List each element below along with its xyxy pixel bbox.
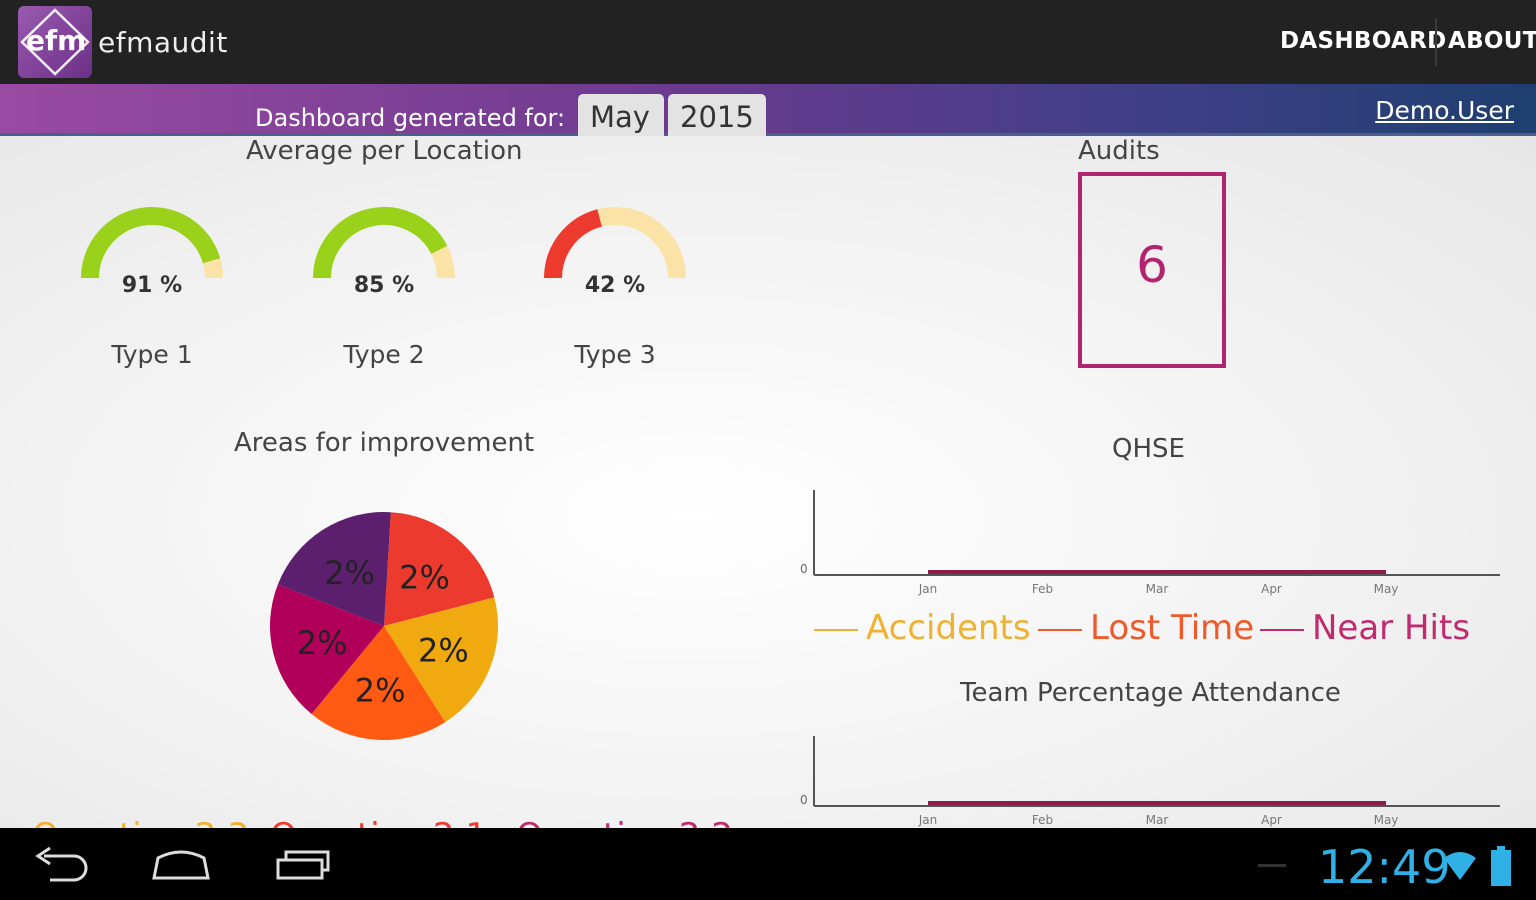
legend-accidents-label: Accidents bbox=[866, 608, 1031, 648]
attendance-x-tick-apr: Apr bbox=[1261, 813, 1282, 827]
gauge-type-3-fill bbox=[544, 209, 603, 279]
gauge-type-2-label: Type 2 bbox=[343, 340, 425, 369]
logo-diamond-icon bbox=[20, 8, 90, 76]
system-clock: 12:49 bbox=[1318, 840, 1451, 894]
gauge-type-2-value: 85 % bbox=[353, 273, 415, 298]
legend-lost-time: Lost Time bbox=[1038, 608, 1254, 648]
nav-dashboard[interactable]: DASHBOARD bbox=[1280, 28, 1447, 54]
improvement-legend-item-3: Question 2.2 bbox=[516, 816, 733, 828]
pie-slice-3 bbox=[311, 626, 446, 740]
pie-slice-1 bbox=[384, 512, 495, 626]
year-selector[interactable]: 2015 bbox=[668, 94, 766, 136]
gauge-type-2-fill bbox=[313, 207, 448, 279]
legend-near-hits-line bbox=[1260, 628, 1304, 631]
pie-slice-2-label: 2% bbox=[418, 631, 469, 669]
attendance-x-tick-feb: Feb bbox=[1032, 813, 1053, 827]
audits-count-box: 6 bbox=[1078, 172, 1226, 368]
gauge-type-1-fill bbox=[81, 207, 221, 279]
qhse-x-tick-mar: Mar bbox=[1146, 582, 1169, 596]
legend-accidents-line bbox=[814, 628, 858, 631]
qhse-x-tick-jan: Jan bbox=[918, 582, 938, 596]
home-icon[interactable] bbox=[150, 846, 212, 882]
gauge-type-1-label: Type 1 bbox=[111, 340, 193, 369]
improvement-legend-item-2: Question 2.1 bbox=[270, 816, 487, 828]
attendance-x-tick-jan: Jan bbox=[918, 813, 938, 827]
audits-count: 6 bbox=[1136, 236, 1168, 294]
notification-dash bbox=[1258, 864, 1286, 867]
gauge-type-3 bbox=[544, 207, 686, 279]
pie-slice-5 bbox=[277, 512, 391, 626]
logo-text: efm bbox=[26, 24, 87, 57]
gauge-type-2-track bbox=[431, 245, 455, 279]
nav-about[interactable]: ABOUT bbox=[1448, 28, 1536, 54]
qhse-line-chart: 0 Jan Feb Mar Apr May bbox=[800, 490, 1500, 596]
pie-slice-4-label: 2% bbox=[297, 624, 348, 662]
gauge-type-3-label: Type 3 bbox=[574, 340, 656, 369]
audits-title: Audits bbox=[1078, 136, 1160, 166]
pie-slice-1-label: 2% bbox=[399, 559, 450, 597]
average-title: Average per Location bbox=[246, 136, 523, 166]
qhse-x-tick-apr: Apr bbox=[1261, 582, 1282, 596]
user-link[interactable]: Demo.User bbox=[1375, 96, 1514, 125]
gauge-type-1-track bbox=[202, 258, 223, 279]
gauge-type-2 bbox=[313, 207, 455, 279]
action-bar: efm efmaudit DASHBOARD ABOUT bbox=[0, 0, 1536, 84]
qhse-y-tick: 0 bbox=[800, 562, 808, 576]
recent-apps-icon[interactable] bbox=[274, 846, 336, 882]
pie-slice-2 bbox=[384, 597, 498, 723]
banner-label: Dashboard generated for: bbox=[255, 104, 566, 132]
attendance-y-tick: 0 bbox=[800, 793, 808, 807]
app-logo[interactable]: efm bbox=[18, 6, 92, 78]
system-nav-bar: 12:49 bbox=[0, 828, 1536, 900]
improvement-title: Areas for improvement bbox=[234, 428, 535, 458]
pie-slice-3-label: 2% bbox=[355, 672, 406, 710]
dashboard-content: Average per Location 91 % Type 1 85 % Ty… bbox=[0, 136, 1536, 828]
pie-slice-4 bbox=[270, 584, 384, 715]
back-icon[interactable] bbox=[30, 846, 92, 882]
app-name: efmaudit bbox=[98, 26, 228, 59]
qhse-x-tick-may: May bbox=[1374, 582, 1399, 596]
qhse-title: QHSE bbox=[1112, 434, 1185, 464]
pie-slice-5-label: 2% bbox=[324, 554, 375, 592]
improvement-legend-item-1: Question 2.3 bbox=[32, 816, 249, 828]
gauge-type-3-value: 42 % bbox=[584, 273, 646, 298]
wifi-icon bbox=[1444, 852, 1476, 880]
month-selector[interactable]: May bbox=[578, 94, 664, 136]
dashboard-banner: Dashboard generated for: May 2015 Demo.U… bbox=[0, 84, 1536, 136]
legend-near-hits-label: Near Hits bbox=[1312, 608, 1471, 648]
battery-icon bbox=[1491, 846, 1511, 886]
legend-accidents: Accidents bbox=[814, 608, 1031, 648]
qhse-x-tick-feb: Feb bbox=[1032, 582, 1053, 596]
improvement-pie-chart: 2%2%2%2%2% bbox=[270, 512, 498, 740]
attendance-x-tick-may: May bbox=[1374, 813, 1399, 827]
gauge-type-1-value: 91 % bbox=[121, 273, 183, 298]
gauge-type-1 bbox=[81, 207, 223, 279]
legend-near-hits: Near Hits bbox=[1260, 608, 1470, 648]
attendance-x-tick-mar: Mar bbox=[1146, 813, 1169, 827]
attendance-title: Team Percentage Attendance bbox=[960, 678, 1341, 708]
nav-divider bbox=[1435, 18, 1437, 66]
attendance-line-chart: 0 Jan Feb Mar Apr May bbox=[800, 736, 1500, 827]
legend-lost-time-line bbox=[1038, 628, 1082, 631]
gauge-type-3-track bbox=[597, 207, 686, 279]
legend-lost-time-label: Lost Time bbox=[1090, 608, 1255, 648]
